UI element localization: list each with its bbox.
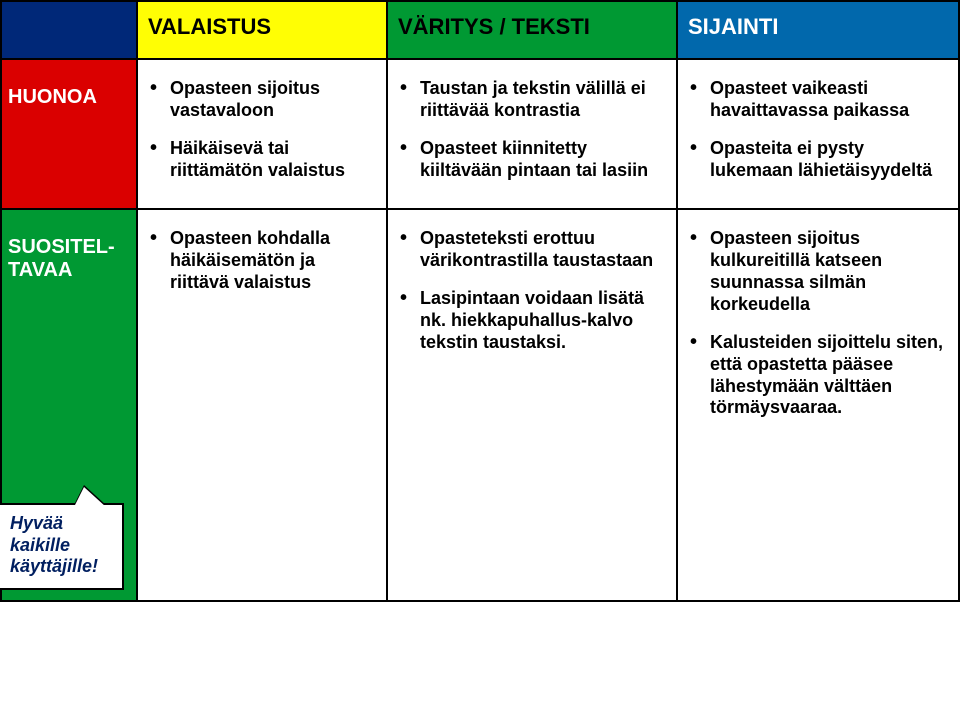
list-item: Häikäisevä tai riittämätön valaistus xyxy=(146,130,374,190)
row-good: SUOSITEL-TAVAA Hyvää kaikille käyttäjill… xyxy=(1,209,959,601)
list-item: Opasteet vaikeasti havaittavassa paikass… xyxy=(686,70,946,130)
row-bad-label: HUONOA xyxy=(1,59,137,209)
callout-bubble: Hyvää kaikille käyttäjille! xyxy=(0,503,124,590)
list-item: Lasipintaan voidaan lisätä nk. hiekkapuh… xyxy=(396,280,664,362)
row-good-label: SUOSITEL-TAVAA Hyvää kaikille käyttäjill… xyxy=(1,209,137,601)
list-item: Taustan ja tekstin välillä ei riittävää … xyxy=(396,70,664,130)
header-row: VALAISTUS VÄRITYS / TEKSTI SIJAINTI xyxy=(1,1,959,59)
header-col1: VALAISTUS xyxy=(137,1,387,59)
list-item: Opasteita ei pysty lukemaan lähietäisyyd… xyxy=(686,130,946,190)
list-item: Kalusteiden sijoittelu siten, että opast… xyxy=(686,324,946,428)
header-col3: SIJAINTI xyxy=(677,1,959,59)
row-bad-col1: Opasteen sijoitus vastavaloon Häikäisevä… xyxy=(137,59,387,209)
header-col2: VÄRITYS / TEKSTI xyxy=(387,1,677,59)
row-good-label-text: SUOSITEL-TAVAA xyxy=(8,236,115,281)
list-item: Opasteet kiinnitetty kiiltävään pintaan … xyxy=(396,130,664,190)
row-bad-col3: Opasteet vaikeasti havaittavassa paikass… xyxy=(677,59,959,209)
callout-text: Hyvää kaikille käyttäjille! xyxy=(10,513,98,576)
row-bad-col2: Taustan ja tekstin välillä ei riittävää … xyxy=(387,59,677,209)
list-item: Opasteteksti erottuu värikontrastilla ta… xyxy=(396,220,664,280)
header-blank xyxy=(1,1,137,59)
list-item: Opasteen sijoitus vastavaloon xyxy=(146,70,374,130)
row-bad: HUONOA Opasteen sijoitus vastavaloon Häi… xyxy=(1,59,959,209)
row-good-col1: Opasteen kohdalla häikäisemätön ja riitt… xyxy=(137,209,387,601)
list-item: Opasteen kohdalla häikäisemätön ja riitt… xyxy=(146,220,374,302)
row-good-col3: Opasteen sijoitus kulkureitillä katseen … xyxy=(677,209,959,601)
comparison-table: VALAISTUS VÄRITYS / TEKSTI SIJAINTI HUON… xyxy=(0,0,960,602)
row-good-col2: Opasteteksti erottuu värikontrastilla ta… xyxy=(387,209,677,601)
list-item: Opasteen sijoitus kulkureitillä katseen … xyxy=(686,220,946,324)
